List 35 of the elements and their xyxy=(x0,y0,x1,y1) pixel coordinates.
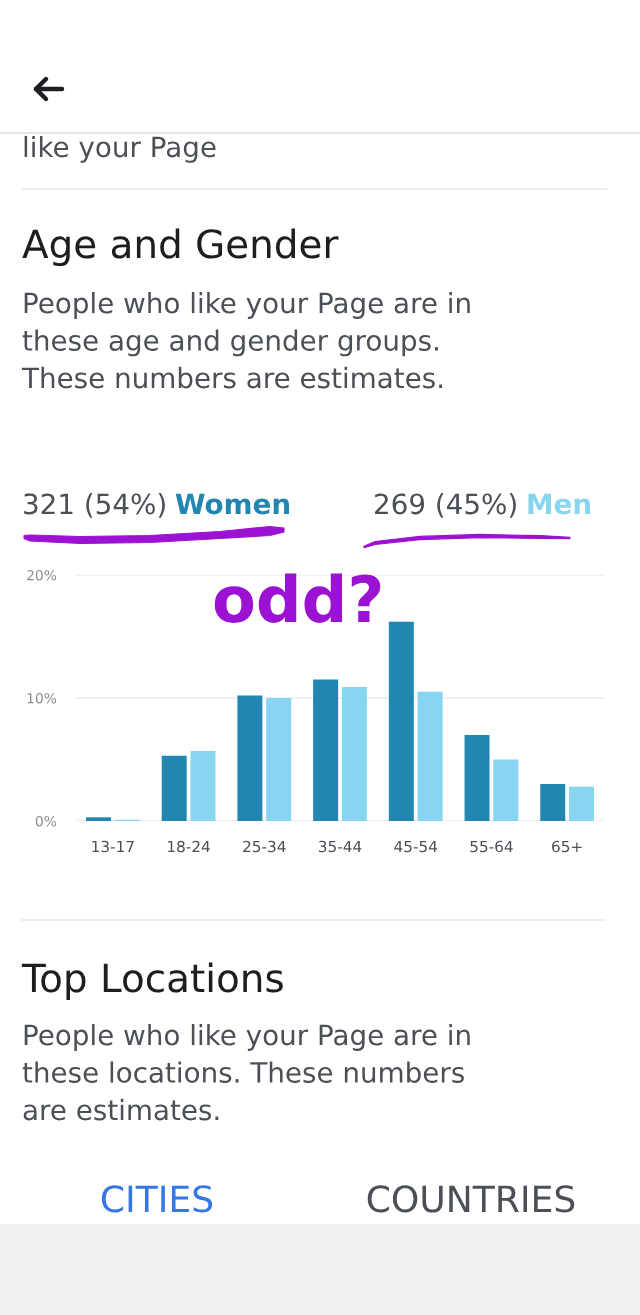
text: 321 (54%) xyxy=(24,492,165,518)
bar xyxy=(493,759,519,821)
chart-subtitle: People who like your Page are in these age and gender groups. These numbers are estimates. xyxy=(21,292,470,389)
x-tick-label: 55-64 xyxy=(470,840,513,853)
annotation: odd? xyxy=(214,573,381,623)
text: Men xyxy=(528,493,590,515)
bar xyxy=(341,686,367,821)
text: Top Locations xyxy=(21,962,283,1001)
x-tick-label: 18-24 xyxy=(168,840,210,853)
x-tick-label: 35-44 xyxy=(318,840,362,853)
text: 269 (45%) xyxy=(375,492,516,518)
x-tick-label: 45-54 xyxy=(394,840,438,853)
x-tick-label: 25-34 xyxy=(243,840,286,853)
bar xyxy=(313,679,339,821)
bar xyxy=(540,784,566,821)
chart-title: Age and Gender xyxy=(22,228,339,267)
bar xyxy=(237,695,263,821)
bar xyxy=(161,755,187,821)
bar xyxy=(417,691,443,821)
bar xyxy=(266,698,292,821)
y-tick-label: 10% xyxy=(27,692,57,704)
bar xyxy=(464,734,490,821)
bar xyxy=(190,750,216,821)
bar xyxy=(388,621,414,821)
y-tick-label: 20% xyxy=(27,569,57,581)
text: People who like your Page are in these locations. These numbers are estimates. xyxy=(22,1024,470,1121)
text: Women xyxy=(175,493,289,515)
text: CITIES xyxy=(101,1185,213,1213)
bar xyxy=(569,786,595,821)
y-tick-label: 0% xyxy=(35,815,57,827)
text: COUNTRIES xyxy=(367,1185,575,1213)
bar xyxy=(85,817,111,821)
x-tick-label: 13-17 xyxy=(92,840,134,853)
text: like your Page xyxy=(24,135,216,163)
x-tick-label: 65+ xyxy=(552,840,582,853)
